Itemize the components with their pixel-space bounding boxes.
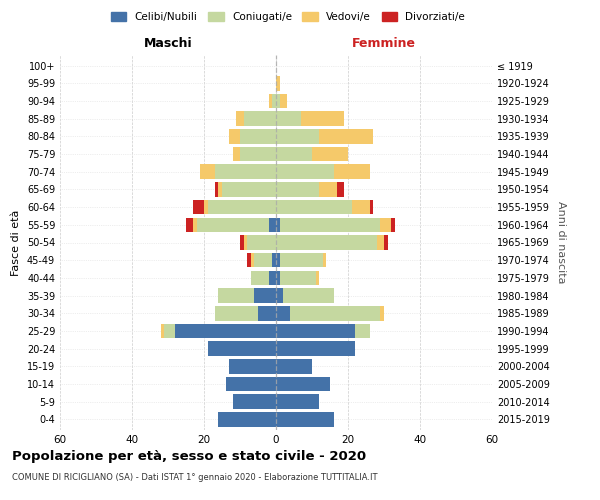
Bar	[226, 377, 276, 392]
Bar	[251, 270, 269, 285]
Bar	[254, 253, 272, 268]
Bar	[380, 306, 384, 320]
Bar	[280, 218, 380, 232]
Bar	[186, 218, 193, 232]
Bar	[276, 129, 319, 144]
Bar	[276, 76, 280, 90]
Text: Femmine: Femmine	[352, 36, 416, 50]
Bar	[244, 235, 247, 250]
Bar	[208, 342, 276, 356]
Bar	[218, 412, 276, 426]
Bar	[276, 288, 283, 303]
Bar	[290, 306, 380, 320]
Bar	[380, 218, 391, 232]
Bar	[215, 164, 276, 179]
Bar	[276, 377, 330, 392]
Bar	[280, 253, 323, 268]
Bar	[244, 112, 276, 126]
Bar	[276, 342, 355, 356]
Bar	[384, 235, 388, 250]
Bar	[391, 218, 395, 232]
Bar	[276, 147, 312, 162]
Bar	[370, 200, 373, 214]
Bar	[301, 112, 344, 126]
Bar	[218, 288, 254, 303]
Legend: Celibi/Nubili, Coniugati/e, Vedovi/e, Divorziati/e: Celibi/Nubili, Coniugati/e, Vedovi/e, Di…	[107, 8, 469, 26]
Bar	[258, 306, 276, 320]
Bar	[269, 218, 276, 232]
Bar	[208, 200, 276, 214]
Bar	[323, 253, 326, 268]
Bar	[276, 182, 319, 196]
Bar	[254, 288, 276, 303]
Bar	[215, 306, 258, 320]
Bar	[229, 359, 276, 374]
Bar	[269, 270, 276, 285]
Bar	[276, 324, 355, 338]
Bar	[240, 147, 276, 162]
Bar	[276, 235, 377, 250]
Bar	[222, 182, 276, 196]
Bar	[319, 129, 373, 144]
Bar	[276, 412, 334, 426]
Bar	[276, 359, 312, 374]
Bar	[312, 147, 348, 162]
Bar	[276, 112, 301, 126]
Bar	[280, 94, 287, 108]
Bar	[193, 218, 197, 232]
Bar	[316, 270, 319, 285]
Bar	[204, 200, 208, 214]
Bar	[272, 94, 276, 108]
Bar	[247, 253, 251, 268]
Bar	[240, 235, 244, 250]
Text: Maschi: Maschi	[143, 36, 193, 50]
Bar	[276, 218, 280, 232]
Bar	[283, 288, 334, 303]
Bar	[319, 182, 337, 196]
Bar	[229, 129, 240, 144]
Bar	[175, 324, 276, 338]
Bar	[272, 253, 276, 268]
Bar	[233, 147, 240, 162]
Bar	[240, 129, 276, 144]
Y-axis label: Anni di nascita: Anni di nascita	[556, 201, 566, 284]
Bar	[276, 270, 280, 285]
Bar	[233, 394, 276, 409]
Bar	[334, 164, 370, 179]
Bar	[276, 306, 290, 320]
Bar	[355, 324, 370, 338]
Bar	[276, 394, 319, 409]
Bar	[276, 200, 352, 214]
Bar	[215, 182, 218, 196]
Bar	[164, 324, 175, 338]
Bar	[280, 270, 316, 285]
Bar	[197, 218, 269, 232]
Bar	[251, 253, 254, 268]
Bar	[269, 94, 272, 108]
Text: Popolazione per età, sesso e stato civile - 2020: Popolazione per età, sesso e stato civil…	[12, 450, 366, 463]
Bar	[218, 182, 222, 196]
Y-axis label: Fasce di età: Fasce di età	[11, 210, 21, 276]
Bar	[200, 164, 215, 179]
Text: COMUNE DI RICIGLIANO (SA) - Dati ISTAT 1° gennaio 2020 - Elaborazione TUTTITALIA: COMUNE DI RICIGLIANO (SA) - Dati ISTAT 1…	[12, 472, 377, 482]
Bar	[193, 200, 204, 214]
Bar	[247, 235, 276, 250]
Bar	[337, 182, 344, 196]
Bar	[236, 112, 244, 126]
Bar	[377, 235, 384, 250]
Bar	[352, 200, 370, 214]
Bar	[276, 94, 280, 108]
Bar	[276, 253, 280, 268]
Bar	[161, 324, 164, 338]
Bar	[276, 164, 334, 179]
